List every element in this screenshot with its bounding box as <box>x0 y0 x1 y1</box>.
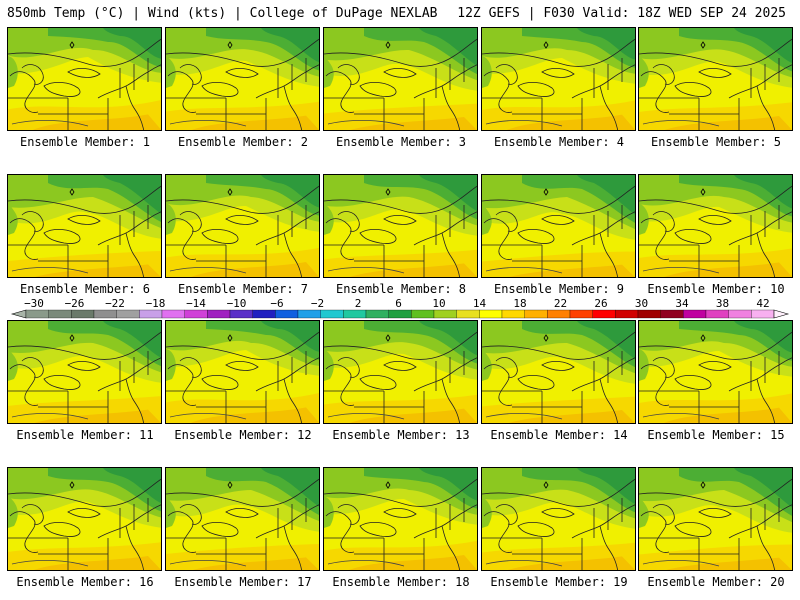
ensemble-member-label: Ensemble Member: 4 <box>493 135 625 149</box>
header-title-right: 12Z GEFS | F030 Valid: 18Z WED SEP 24 20… <box>457 6 786 21</box>
ensemble-map-panel <box>7 174 162 278</box>
colorbar-tick-label: 18 <box>513 297 526 310</box>
colorbar-tick-label: 10 <box>432 297 445 310</box>
colorbar-swatch <box>161 309 185 319</box>
ensemble-map-panel <box>323 174 478 278</box>
colorbar-swatch <box>139 309 163 319</box>
colorbar-tick-label: −30 <box>24 297 44 310</box>
colorbar-tick-label: 6 <box>395 297 402 310</box>
colorbar-tick-label: 34 <box>675 297 689 310</box>
colorbar-tick-label: −10 <box>227 297 247 310</box>
ensemble-member-label: Ensemble Member: 8 <box>335 282 467 296</box>
colorbar-swatch <box>479 309 503 319</box>
colorbar-swatch <box>388 309 412 319</box>
ensemble-map-panel <box>165 27 320 131</box>
ensemble-map-panel <box>481 467 636 571</box>
colorbar-swatch <box>456 309 480 319</box>
colorbar-swatch <box>207 309 231 319</box>
ensemble-member-label: Ensemble Member: 1 <box>19 135 151 149</box>
colorbar-tick-label: 42 <box>756 297 769 310</box>
ensemble-member-label: Ensemble Member: 18 <box>332 575 470 589</box>
colorbar-tick-label: −22 <box>105 297 125 310</box>
ensemble-member-label: Ensemble Member: 12 <box>174 428 312 442</box>
colorbar-tick-label: −14 <box>186 297 206 310</box>
ensemble-map-panel <box>638 467 793 571</box>
ensemble-map-panel <box>165 174 320 278</box>
ensemble-map-panel <box>323 320 478 424</box>
colorbar-swatch <box>637 309 661 319</box>
colorbar-tick-label: 22 <box>554 297 567 310</box>
colorbar-swatch <box>615 309 639 319</box>
colorbar-swatch <box>751 309 775 319</box>
colorbar-tick-label: −18 <box>146 297 166 310</box>
ensemble-map-panel <box>7 320 162 424</box>
ensemble-member-label: Ensemble Member: 2 <box>177 135 309 149</box>
ensemble-member-label: Ensemble Member: 14 <box>490 428 628 442</box>
ensemble-map-panel <box>638 174 793 278</box>
colorbar-swatch <box>93 309 117 319</box>
colorbar-swatch <box>184 309 208 319</box>
colorbar-swatch <box>569 309 593 319</box>
colorbar-swatch <box>433 309 457 319</box>
ensemble-member-label: Ensemble Member: 5 <box>650 135 782 149</box>
ensemble-member-label: Ensemble Member: 9 <box>493 282 625 296</box>
ensemble-map-panel <box>481 320 636 424</box>
colorbar-swatch <box>71 309 95 319</box>
ensemble-member-label: Ensemble Member: 19 <box>490 575 628 589</box>
ensemble-member-label: Ensemble Member: 20 <box>647 575 785 589</box>
colorbar-swatch <box>501 309 525 319</box>
colorbar-swatch <box>660 309 684 319</box>
ensemble-member-label: Ensemble Member: 17 <box>174 575 312 589</box>
ensemble-member-label: Ensemble Member: 3 <box>335 135 467 149</box>
colorbar-swatch <box>297 309 321 319</box>
colorbar-swatch <box>275 309 299 319</box>
colorbar-swatch <box>252 309 276 319</box>
colorbar-tick-label: 2 <box>355 297 362 310</box>
colorbar-swatch <box>116 309 140 319</box>
ensemble-member-label: Ensemble Member: 10 <box>647 282 785 296</box>
colorbar-swatch <box>320 309 344 319</box>
ensemble-map-panel <box>7 27 162 131</box>
ensemble-map-panel <box>7 467 162 571</box>
colorbar-tick-label: −2 <box>311 297 324 310</box>
colorbar-swatch <box>25 309 49 319</box>
ensemble-member-label: Ensemble Member: 11 <box>16 428 154 442</box>
ensemble-member-label: Ensemble Member: 13 <box>332 428 470 442</box>
colorbar-tick-label: −26 <box>65 297 85 310</box>
ensemble-map-panel <box>638 27 793 131</box>
colorbar-tick-label: 30 <box>635 297 648 310</box>
ensemble-map-panel <box>165 467 320 571</box>
colorbar-swatch <box>343 309 367 319</box>
temperature-colorbar: −30 −26 −22 −18 −14 −10 −6 −2 2 6 10 14 18 22 26 30 34 38… <box>10 297 790 319</box>
ensemble-map-panel <box>638 320 793 424</box>
colorbar-tick-label: 38 <box>716 297 729 310</box>
colorbar-tick-label: −6 <box>270 297 283 310</box>
colorbar-swatch <box>683 309 707 319</box>
colorbar-swatch <box>547 309 571 319</box>
ensemble-member-label: Ensemble Member: 6 <box>19 282 151 296</box>
colorbar-swatch <box>411 309 435 319</box>
ensemble-member-label: Ensemble Member: 7 <box>177 282 309 296</box>
ensemble-member-label: Ensemble Member: 15 <box>647 428 785 442</box>
ensemble-map-panel <box>481 174 636 278</box>
colorbar-swatch <box>705 309 729 319</box>
ensemble-map-panel <box>323 467 478 571</box>
header-title-left: 850mb Temp (°C) | Wind (kts) | College o… <box>7 6 438 21</box>
colorbar-tick-label: 26 <box>594 297 607 310</box>
ensemble-map-panel <box>165 320 320 424</box>
colorbar-swatch <box>592 309 616 319</box>
colorbar-swatch <box>48 309 72 319</box>
ensemble-member-label: Ensemble Member: 16 <box>16 575 154 589</box>
colorbar-swatch <box>365 309 389 319</box>
colorbar-tick-label: 14 <box>473 297 487 310</box>
ensemble-map-panel <box>323 27 478 131</box>
ensemble-map-panel <box>481 27 636 131</box>
colorbar-swatch <box>524 309 548 319</box>
colorbar-swatch <box>229 309 253 319</box>
colorbar-swatch <box>728 309 752 319</box>
